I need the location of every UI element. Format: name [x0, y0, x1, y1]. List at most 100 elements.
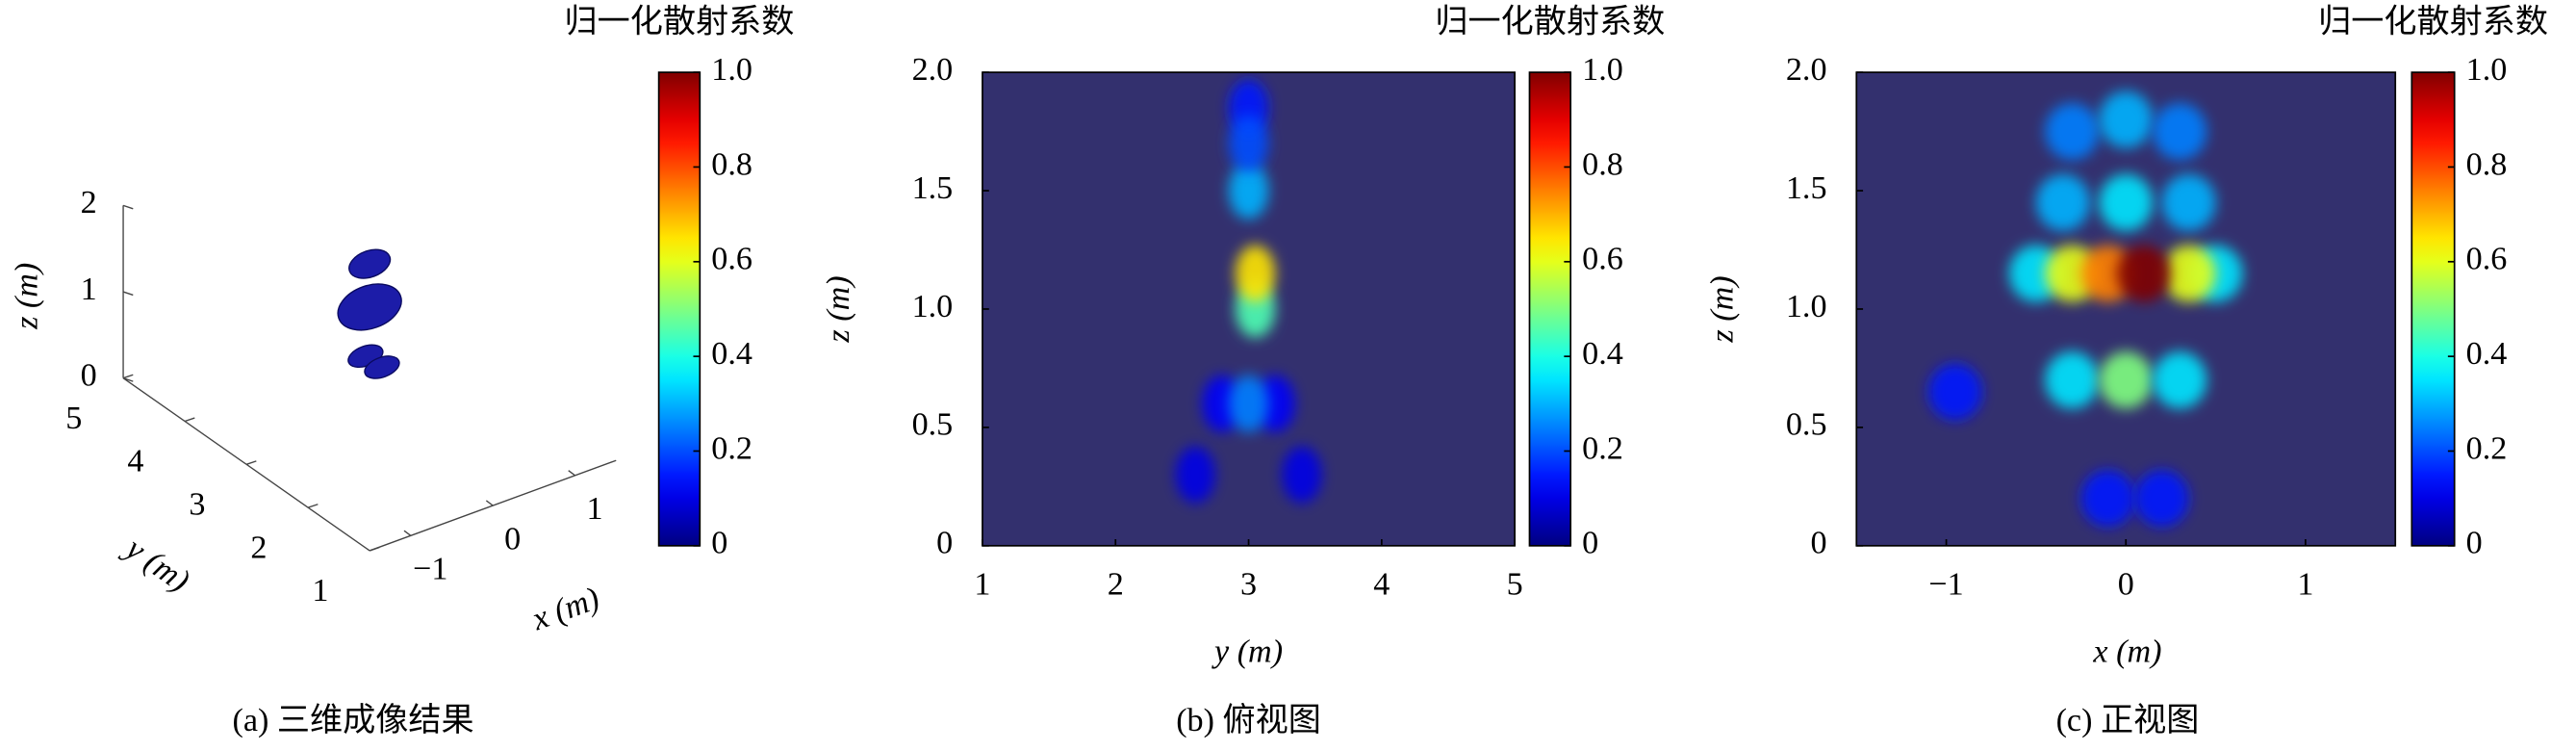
colorbar-title: 归一化散射系数 [2318, 3, 2548, 39]
x-tick-label: 1 [974, 566, 990, 602]
heatmap-cell [2161, 173, 2216, 231]
y-tick [122, 374, 134, 379]
y-tick-label: 2 [250, 530, 267, 565]
isosurface-blob [337, 283, 402, 331]
y-tick-label: 4 [127, 444, 143, 479]
x-tick [568, 470, 575, 477]
z-axis-label: z (m) [10, 263, 45, 330]
colorbar [1528, 71, 1572, 547]
heatmap-cell [2153, 103, 2207, 161]
heatmap-cell [1228, 375, 1269, 432]
z-tick-label: 2 [81, 185, 97, 220]
x-axis-label: y (m) [1211, 634, 1283, 669]
heatmap-cell [2035, 173, 2090, 231]
y-axis-label: y (m) [117, 530, 196, 600]
x-tick [485, 500, 494, 506]
y-tick-label: 2.0 [1786, 52, 1827, 88]
y-tick [369, 546, 380, 552]
x-tick-label: 0 [2118, 566, 2134, 602]
heatmap-background [1856, 72, 2396, 546]
colorbar-tick-label: 0.4 [1582, 336, 1623, 372]
colorbar-tick-label: 0.8 [2466, 146, 2508, 182]
y-axis-label: z (m) [1704, 275, 1740, 343]
colorbar-tick-label: 0.6 [711, 242, 752, 277]
heatmap-cell [2045, 103, 2100, 161]
colorbar-tick-label: 0 [1582, 526, 1598, 561]
x-tick-label: 4 [1373, 566, 1390, 602]
y-tick-label: 1.5 [1786, 170, 1827, 206]
colorbar-tick-label: 1.0 [711, 52, 752, 88]
y-tick-label: 1 [312, 573, 328, 609]
x-tick-label: 1 [2297, 566, 2313, 602]
y-tick [307, 504, 319, 508]
colorbar-tick-label: 1.0 [1582, 52, 1623, 88]
y-tick [245, 460, 257, 465]
y-tick-label: 1.0 [1786, 289, 1827, 324]
colorbar-title: 归一化散射系数 [565, 3, 795, 39]
heatmap-cell [2134, 470, 2189, 528]
colorbar-tick-label: 0 [711, 526, 727, 561]
y-tick-label: 1.5 [912, 170, 954, 206]
heatmap-cell [1235, 245, 1276, 302]
y-axis-label: z (m) [821, 275, 856, 343]
heatmap-cell [1175, 446, 1215, 504]
colorbar-tick-label: 0.4 [2466, 336, 2508, 372]
colorbar-tick-label: 0.2 [711, 430, 752, 466]
z-tick-label: 1 [81, 272, 97, 307]
y-tick [184, 417, 195, 423]
y-tick-label: 0.5 [1786, 407, 1827, 443]
x-axis-label: x (m) [2092, 634, 2161, 669]
x-tick [403, 530, 412, 536]
y-tick-label: 5 [65, 401, 82, 436]
colorbar [2410, 71, 2456, 547]
colorbar-tick-label: 0.6 [2466, 242, 2508, 277]
isosurface-blob [364, 355, 400, 379]
z-tick [122, 377, 134, 382]
colorbar-title: 归一化散射系数 [1435, 3, 1665, 39]
heatmap-cell [2161, 245, 2216, 302]
heatmap-cell [2045, 351, 2100, 409]
caption: (c) 正视图 [2056, 703, 2200, 738]
heatmap-cell [2099, 91, 2154, 148]
colorbar-tick-label: 0.4 [711, 336, 752, 372]
y-tick-label: 0 [936, 526, 953, 561]
x-tick-label: 5 [1507, 566, 1523, 602]
y-tick-label: 3 [189, 487, 205, 523]
heatmap-cell [2099, 173, 2154, 231]
x-tick-label: −1 [1928, 566, 1963, 602]
heatmap [1927, 91, 2243, 528]
y-axis [122, 377, 370, 552]
x-tick-label: 1 [587, 491, 603, 527]
colorbar-tick-label: 0.8 [711, 146, 752, 182]
colorbar-tick-label: 0.6 [1582, 242, 1623, 277]
colorbar [657, 71, 701, 547]
colorbar-tick-label: 1.0 [2466, 52, 2508, 88]
heatmap-cell [2153, 351, 2207, 409]
colorbar-tick-label: 0 [2466, 526, 2483, 561]
caption: (a) 三维成像结果 [232, 702, 473, 738]
caption: (b) 俯视图 [1176, 702, 1321, 738]
heatmap-cell [2099, 351, 2154, 409]
heatmap-cell [2116, 245, 2171, 302]
x-tick-label: 0 [504, 521, 521, 557]
x-tick-label: 2 [1108, 566, 1124, 602]
x-axis-label: x (m) [526, 581, 603, 637]
y-tick-label: 0.5 [912, 407, 954, 443]
x-tick-label: −1 [413, 552, 447, 587]
y-tick-label: 2.0 [912, 52, 954, 88]
colorbar-tick-label: 0.2 [1582, 430, 1623, 466]
colorbar-tick-label: 0.8 [1582, 146, 1623, 182]
x-tick-label: 3 [1240, 566, 1257, 602]
z-tick [122, 204, 134, 210]
heatmap-cell [1927, 363, 1982, 421]
heatmap-cell [2080, 470, 2135, 528]
y-tick-label: 0 [1810, 526, 1826, 561]
isosurface-blob [348, 248, 392, 279]
z-tick-label: 0 [81, 358, 97, 394]
heatmap [1175, 79, 1322, 504]
heatmap-cell [1282, 446, 1322, 504]
y-tick-label: 1.0 [912, 289, 954, 324]
